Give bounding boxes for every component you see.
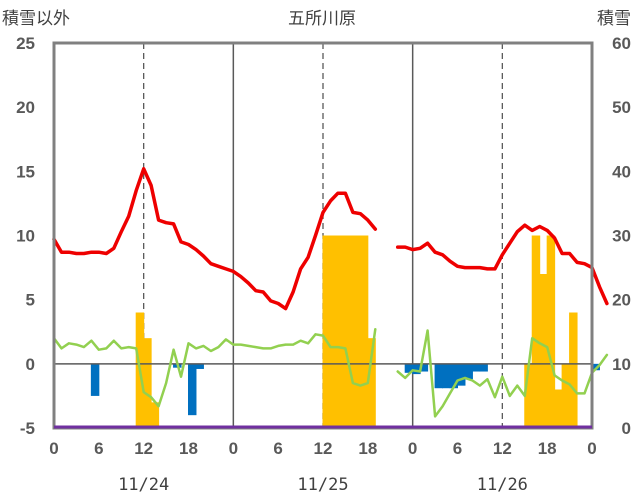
right-tick-label: 50 — [612, 98, 631, 117]
yellow_bars-bar — [337, 235, 346, 428]
blue_bars-bar — [195, 363, 204, 369]
yellow_bars-bar — [367, 338, 376, 428]
yellow_bars-bar — [524, 363, 533, 428]
blue_bars-bar — [434, 363, 444, 389]
right-tick-label: 20 — [612, 291, 631, 310]
blue_bars-bar — [464, 363, 473, 380]
date-label: 11/26 — [477, 475, 528, 495]
x-tick-label: 0 — [229, 439, 238, 458]
yellow_bars-bar — [150, 402, 160, 428]
green_line-line — [396, 329, 609, 418]
right-tick-label: 40 — [612, 162, 631, 181]
temperature-line — [395, 223, 609, 306]
right-axis-title: 積雪 — [597, 9, 631, 29]
left-axis-title: 積雪以外 — [2, 9, 70, 29]
yellow_bars-bar — [143, 338, 152, 428]
date-label: 11/24 — [118, 475, 169, 495]
blue_bars-bar — [412, 363, 421, 375]
left-tick-label: 5 — [26, 291, 35, 310]
date-labels: 11/24 11/25 11/26 — [118, 475, 528, 495]
x-tick-label: 12 — [134, 439, 153, 458]
x-tick-label: 18 — [358, 439, 377, 458]
x-tick-label: 0 — [587, 439, 596, 458]
plot-frame — [52, 41, 594, 430]
blue_bars-bar — [419, 363, 429, 372]
blue_bars-bar — [591, 363, 600, 371]
yellow_bars-bar — [546, 235, 556, 428]
left-tick-label: 15 — [16, 162, 35, 181]
temperature-line — [52, 167, 378, 311]
x-tick-label: 12 — [314, 439, 333, 458]
right-tick-label: 10 — [612, 355, 631, 374]
left-tick-label: 10 — [16, 227, 35, 246]
x-tick-label: 6 — [273, 439, 282, 458]
yellow_bars-bar — [539, 274, 548, 428]
blue_bars-bar — [449, 363, 458, 389]
x-tick-label: 12 — [493, 439, 512, 458]
left-tick-label: 20 — [16, 98, 35, 117]
x-tick-label: 6 — [94, 439, 103, 458]
chart-title: 五所川原 — [288, 9, 356, 29]
blue_bars-bar — [404, 363, 414, 373]
right-tick-label: 30 — [612, 227, 631, 246]
right-tick-label: 0 — [622, 419, 631, 438]
left-axis-ticks: -5 0 5 10 15 20 25 — [16, 34, 35, 438]
yellow_bars-bar — [322, 235, 331, 428]
yellow_bars-bar — [561, 363, 571, 428]
series-lines — [52, 167, 609, 418]
blue_bars-bar — [188, 363, 197, 416]
bars — [90, 235, 600, 428]
x-tick-label: 6 — [453, 439, 462, 458]
yellow_bars-bar — [344, 235, 354, 428]
yellow_bars-bar — [329, 235, 339, 428]
yellow_bars-bar — [554, 389, 563, 428]
blue_bars-bar — [90, 363, 100, 396]
right-axis-ticks: 0 10 20 30 40 50 60 — [612, 34, 631, 438]
right-tick-label: 60 — [612, 34, 631, 53]
left-tick-label: 0 — [26, 355, 35, 374]
green_line-line — [52, 327, 377, 408]
date-label: 11/25 — [297, 475, 348, 495]
blue_bars-bar — [471, 363, 481, 372]
x-tick-label: 0 — [49, 439, 58, 458]
left-tick-label: 25 — [16, 34, 35, 53]
blue_bars-bar — [479, 363, 488, 372]
yellow_bars-bar — [359, 235, 369, 428]
yellow_bars-bar — [352, 235, 361, 428]
x-axis-ticks: 0 6 12 18 0 6 12 18 0 6 12 18 0 — [49, 439, 596, 458]
yellow_bars-bar — [569, 312, 578, 428]
blue_bars-bar — [442, 363, 451, 389]
left-tick-label: -5 — [20, 419, 35, 438]
x-tick-label: 18 — [538, 439, 557, 458]
blue_bars-bar — [457, 363, 466, 386]
x-tick-label: 18 — [179, 439, 198, 458]
x-tick-label: 0 — [408, 439, 417, 458]
yellow_bars-bar — [531, 235, 541, 428]
